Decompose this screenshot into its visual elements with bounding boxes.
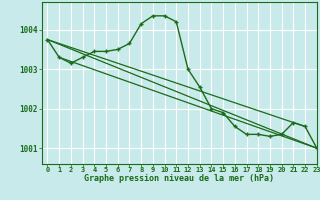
X-axis label: Graphe pression niveau de la mer (hPa): Graphe pression niveau de la mer (hPa) — [84, 174, 274, 183]
